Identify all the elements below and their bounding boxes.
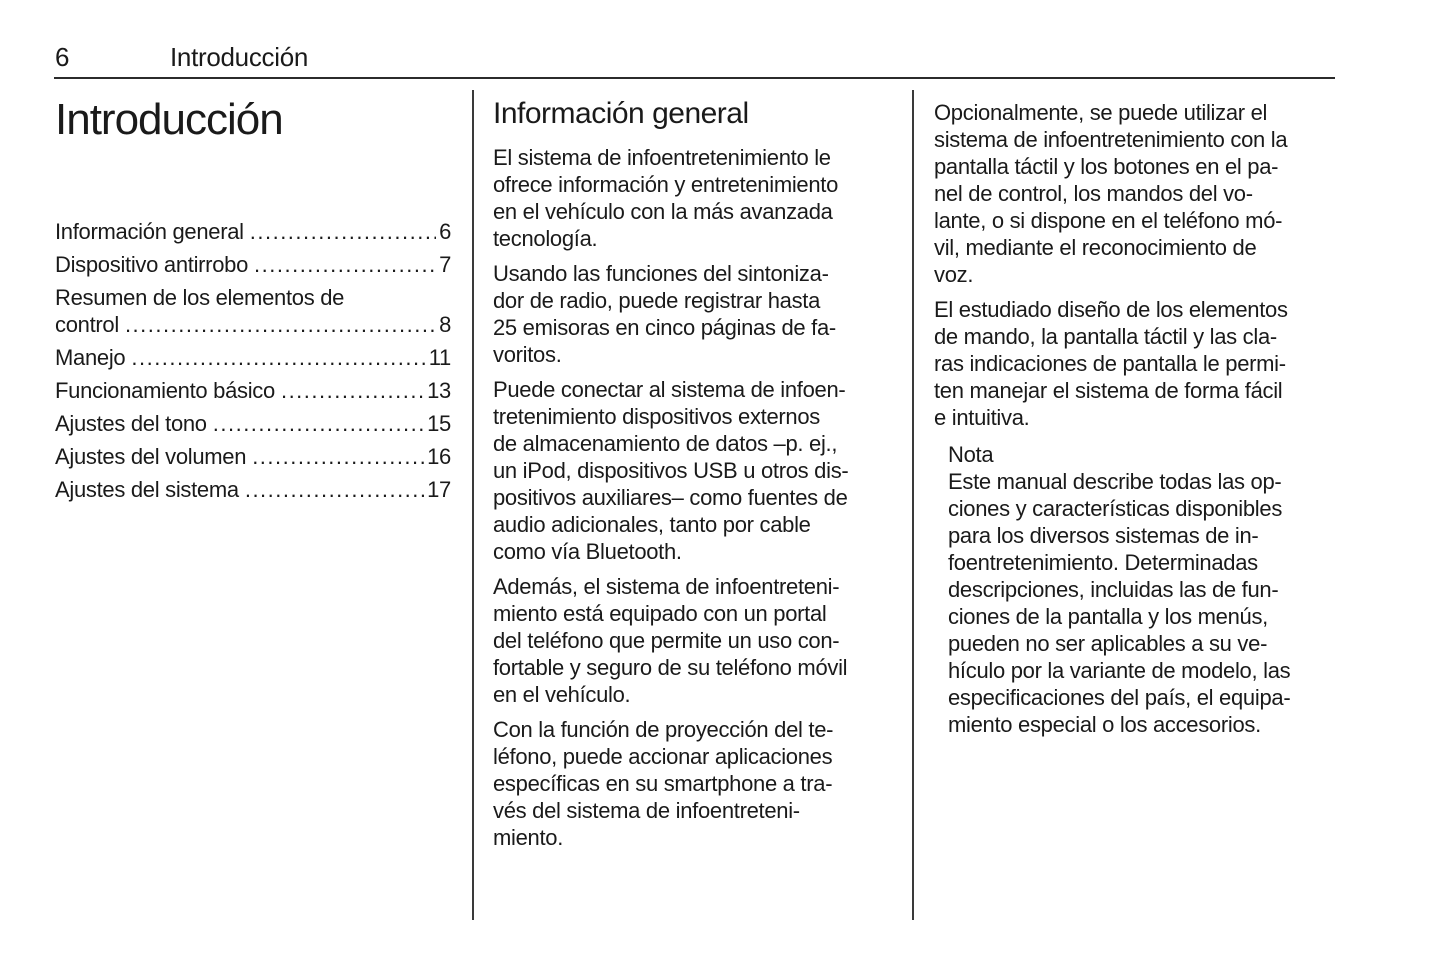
- paragraph: Además, el sistema de infoentreteni- mie…: [493, 574, 848, 707]
- paragraph: Con la función de proyección del te- léf…: [493, 717, 834, 850]
- section-heading: Información general: [493, 97, 749, 130]
- toc-entry-page: 7: [439, 252, 451, 277]
- header-rule: [54, 77, 1335, 79]
- toc-entry: Dispositivo antirrobo 7: [55, 251, 451, 278]
- note-label: Nota: [948, 442, 994, 467]
- toc-entry-page: 16: [427, 444, 451, 469]
- toc-entry: Ajustes del sistema 17: [55, 476, 451, 503]
- toc-leader-dots: [125, 311, 436, 338]
- toc-leader-dots: [281, 377, 424, 404]
- table-of-contents: Información general 6 Dispositivo antirr…: [55, 218, 451, 503]
- paragraph: Usando las funciones del sintoniza- dor …: [493, 261, 836, 367]
- paragraph: El sistema de infoentretenimiento le ofr…: [493, 145, 839, 251]
- page-number: 6: [55, 42, 70, 72]
- column-divider: [472, 90, 474, 920]
- toc-entry-label: Manejo: [55, 345, 126, 370]
- toc-entry: Funcionamiento básico 13: [55, 377, 451, 404]
- toc-entry-label: Dispositivo antirrobo: [55, 252, 249, 277]
- paragraph: Puede conectar al sistema de infoen- tre…: [493, 377, 849, 564]
- toc-leader-dots: [254, 251, 436, 278]
- paragraph: Opcionalmente, se puede utilizar el sist…: [934, 100, 1288, 287]
- toc-entry-label: Ajustes del volumen: [55, 444, 247, 469]
- toc-entry-label: Funcionamiento básico: [55, 378, 275, 403]
- running-header-title: Introducción: [170, 42, 309, 72]
- toc-entry-label: Ajustes del sistema: [55, 477, 239, 502]
- toc-leader-dots: [252, 443, 424, 470]
- toc-entry-page: 6: [439, 219, 451, 244]
- toc-entry-page: 8: [439, 312, 451, 337]
- toc-leader-dots: [131, 344, 425, 371]
- toc-leader-dots: [213, 410, 424, 437]
- right-column: Opcionalmente, se puede utilizar el sist…: [934, 96, 1338, 738]
- toc-entry: Información general 6: [55, 218, 451, 245]
- toc-entry: Ajustes del volumen 16: [55, 443, 451, 470]
- column-divider: [912, 90, 914, 920]
- toc-leader-dots: [245, 476, 424, 503]
- toc-entry: Resumen de los elementos de control 8: [55, 284, 451, 338]
- note-text: Este manual describe todas las op- cione…: [948, 469, 1291, 737]
- left-column: Introducción Información general 6 Dispo…: [55, 96, 451, 509]
- toc-entry-label: Información general: [55, 219, 244, 244]
- toc-entry-label: control: [55, 312, 119, 337]
- toc-entry-page: 11: [428, 345, 452, 370]
- toc-entry-page: 15: [427, 411, 451, 436]
- middle-column: Información general El sistema de infoen…: [493, 96, 906, 859]
- toc-entry-label: Ajustes del tono: [55, 411, 207, 436]
- toc-entry: Manejo 11: [55, 344, 451, 371]
- toc-entry-page: 13: [427, 378, 451, 403]
- paragraph: El estudiado diseño de los elementos de …: [934, 297, 1288, 430]
- note-block: Nota Este manual describe todas las op- …: [934, 441, 1338, 738]
- toc-entry-page: 17: [427, 477, 451, 502]
- toc-entry-label: Resumen de los elementos de: [55, 285, 345, 310]
- toc-entry: Ajustes del tono 15: [55, 410, 451, 437]
- toc-leader-dots: [250, 218, 436, 245]
- chapter-title: Introducción: [55, 95, 284, 144]
